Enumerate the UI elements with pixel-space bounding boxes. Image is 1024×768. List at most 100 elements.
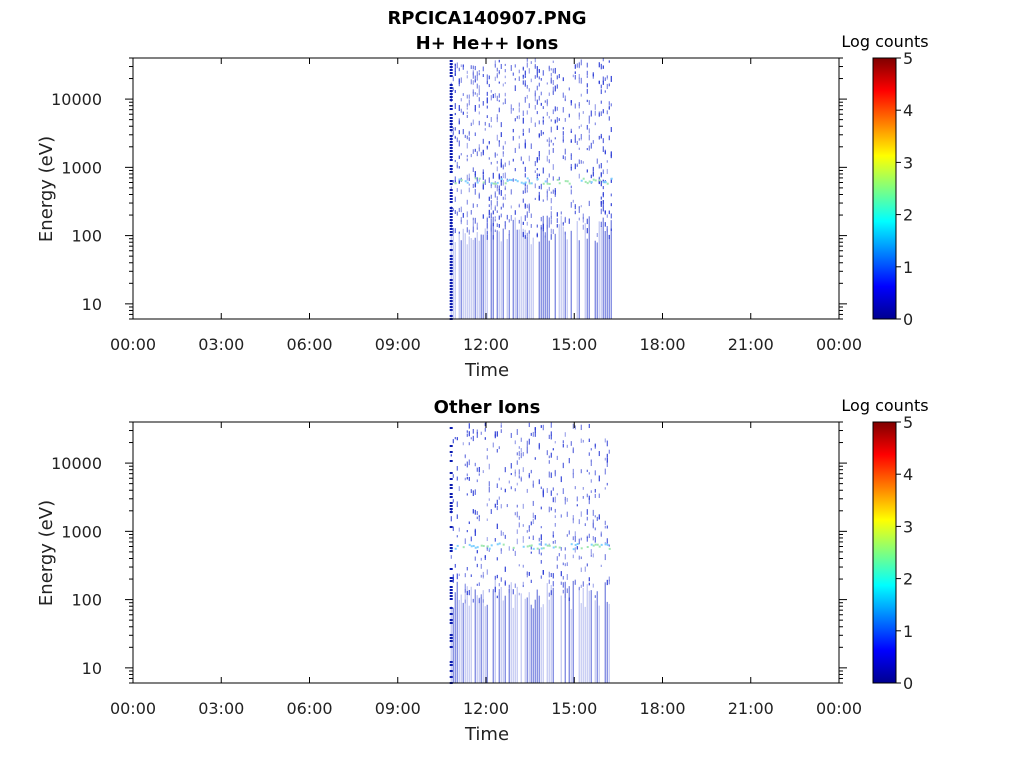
spectrogram-pixel bbox=[514, 469, 516, 474]
spectrogram-band bbox=[532, 547, 535, 550]
spectrogram-column bbox=[514, 217, 516, 319]
spectrogram-pixel bbox=[464, 538, 466, 544]
spectrogram-pixel bbox=[606, 525, 608, 529]
spectrogram-pixel bbox=[494, 192, 496, 198]
spectrogram-pixel bbox=[520, 477, 522, 482]
spectrogram-pixel bbox=[449, 637, 453, 639]
spectrogram-pixel bbox=[449, 493, 453, 495]
spectrogram-pixel bbox=[522, 564, 524, 568]
spectrogram-pixel bbox=[610, 178, 612, 183]
spectrogram-pixel bbox=[580, 93, 582, 97]
spectrogram-pixel bbox=[474, 509, 476, 515]
spectrogram-pixel bbox=[586, 148, 588, 151]
spectrogram-pixel bbox=[492, 442, 494, 448]
spectrogram-pixel bbox=[518, 143, 520, 148]
spectrogram-pixel bbox=[502, 83, 504, 87]
spectrogram-pixel bbox=[554, 469, 556, 475]
spectrogram-pixel bbox=[504, 69, 506, 73]
spectrogram-pixel bbox=[474, 489, 476, 495]
spectrogram-pixel bbox=[449, 168, 453, 170]
spectrogram-pixel bbox=[522, 80, 524, 85]
spectrogram-pixel bbox=[554, 106, 556, 112]
spectrogram-pixel bbox=[522, 66, 524, 69]
spectrogram-pixel bbox=[504, 221, 506, 227]
spectrogram-pixel bbox=[486, 545, 488, 550]
spectrogram-pixel bbox=[602, 179, 604, 182]
spectrogram-pixel bbox=[514, 147, 516, 153]
spectrogram-pixel bbox=[462, 129, 464, 135]
spectrogram-band bbox=[564, 180, 567, 183]
spectrogram-pixel bbox=[514, 210, 516, 215]
y-axis-label: Energy (eV) bbox=[36, 136, 57, 242]
spectrogram-pixel bbox=[498, 142, 500, 147]
spectrogram-pixel bbox=[478, 97, 480, 102]
spectrogram-pixel bbox=[534, 58, 536, 63]
spectrogram-pixel bbox=[602, 80, 604, 85]
spectrogram-pixel bbox=[522, 110, 524, 117]
spectrogram-pixel bbox=[528, 128, 530, 133]
spectrogram-pixel bbox=[474, 80, 476, 83]
spectrogram-band bbox=[508, 178, 511, 181]
spectrogram-pixel bbox=[456, 535, 458, 538]
spectrogram-band bbox=[476, 546, 479, 549]
spectrogram-pixel bbox=[476, 71, 478, 76]
spectrogram-pixel bbox=[598, 493, 600, 498]
spectrogram-pixel bbox=[536, 66, 538, 72]
spectrogram-pixel bbox=[468, 521, 470, 525]
spectrogram-pixel bbox=[522, 74, 524, 80]
spectrogram-pixel bbox=[566, 511, 568, 517]
spectrogram-pixel bbox=[476, 177, 478, 183]
spectrogram-pixel bbox=[570, 189, 572, 195]
colorbar-tick-label: 1 bbox=[903, 622, 913, 641]
spectrogram-column bbox=[510, 582, 512, 683]
spectrogram-pixel bbox=[558, 74, 560, 79]
spectrogram-pixel bbox=[596, 233, 598, 237]
spectrogram-band bbox=[482, 544, 485, 547]
spectrogram-pixel bbox=[564, 148, 566, 155]
spectrogram-pixel bbox=[594, 444, 596, 447]
spectrogram-pixel bbox=[498, 477, 500, 481]
spectrogram-pixel bbox=[449, 210, 453, 212]
spectrogram-pixel bbox=[488, 83, 490, 88]
spectrogram-pixel bbox=[484, 128, 486, 131]
spectrogram-pixel bbox=[608, 210, 610, 215]
spectrogram-pixel bbox=[588, 438, 590, 442]
spectrogram-pixel bbox=[598, 180, 600, 184]
spectrogram-pixel bbox=[449, 150, 453, 152]
spectrogram-pixel bbox=[552, 148, 554, 153]
spectrogram-pixel bbox=[449, 640, 453, 642]
spectrogram-pixel bbox=[564, 156, 566, 161]
spectrogram-column bbox=[548, 240, 550, 319]
spectrogram-pixel bbox=[494, 181, 496, 184]
spectrogram-pixel bbox=[510, 486, 512, 490]
spectrogram-pixel bbox=[560, 571, 562, 577]
spectrogram-pixel bbox=[516, 429, 518, 435]
spectrogram-pixel bbox=[512, 158, 514, 162]
spectrogram-pixel bbox=[466, 473, 468, 477]
x-tick-label: 06:00 bbox=[286, 699, 332, 718]
spectrogram-pixel bbox=[590, 110, 592, 117]
spectrogram-pixel bbox=[449, 595, 453, 597]
y-tick-label: 1000 bbox=[61, 522, 102, 541]
spectrogram-pixel bbox=[586, 563, 588, 567]
spectrogram-pixel bbox=[554, 85, 556, 92]
spectrogram-band bbox=[528, 544, 531, 547]
spectrogram-pixel bbox=[449, 84, 453, 86]
spectrogram-pixel bbox=[478, 147, 480, 152]
spectrogram-pixel bbox=[560, 514, 562, 518]
spectrogram-pixel bbox=[502, 102, 504, 105]
spectrogram-pixel bbox=[608, 449, 610, 454]
spectrogram-column bbox=[474, 237, 476, 319]
spectrogram-pixel bbox=[466, 529, 468, 533]
spectrogram-pixel bbox=[494, 183, 496, 188]
spectrogram-pixel bbox=[486, 105, 488, 109]
spectrogram-pixel bbox=[528, 88, 530, 92]
spectrogram-pixel bbox=[530, 143, 532, 149]
y-tick-label: 10000 bbox=[51, 90, 102, 109]
spectrogram-pixel bbox=[496, 196, 498, 201]
spectrogram-pixel bbox=[570, 202, 572, 208]
spectrogram-pixel bbox=[566, 534, 568, 537]
spectrogram-pixel bbox=[580, 124, 582, 127]
spectrogram-pixel bbox=[482, 138, 484, 144]
spectrogram-pixel bbox=[524, 75, 526, 78]
